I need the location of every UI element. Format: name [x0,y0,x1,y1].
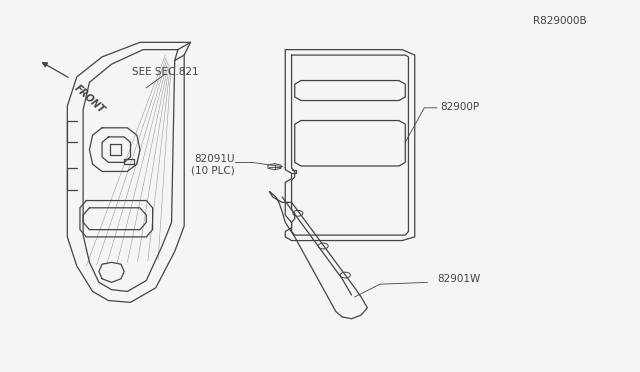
Text: FRONT: FRONT [72,83,107,115]
Text: 82091U: 82091U [194,154,235,164]
Text: 82900P: 82900P [440,102,479,112]
Text: SEE SEC.821: SEE SEC.821 [132,67,198,77]
Text: (10 PLC): (10 PLC) [191,165,235,175]
Text: 82901W: 82901W [437,275,480,284]
Text: R829000B: R829000B [533,16,587,26]
